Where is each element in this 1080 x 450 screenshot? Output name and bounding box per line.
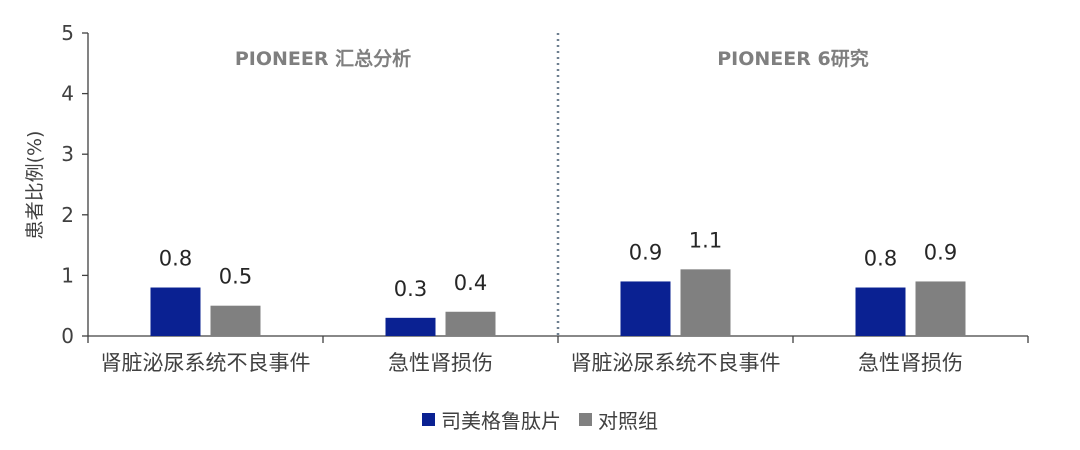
data-label: 1.1 xyxy=(689,228,722,252)
bar-series-1 xyxy=(150,287,201,336)
bar-series-1 xyxy=(855,287,906,336)
category-label: 急性肾损伤 xyxy=(858,351,963,375)
data-label: 0.4 xyxy=(454,271,487,295)
data-label: 0.8 xyxy=(864,247,897,271)
y-tick-label: 2 xyxy=(61,203,74,227)
data-label: 0.3 xyxy=(394,277,427,301)
data-label: 0.9 xyxy=(924,240,957,264)
bar-series-2 xyxy=(210,305,261,336)
data-label: 0.5 xyxy=(219,265,252,289)
legend-swatch-series-2 xyxy=(579,413,592,426)
category-label: 肾脏泌尿系统不良事件 xyxy=(571,351,781,375)
y-axis-label: 患者比例(%) xyxy=(24,131,46,240)
panel-title: PIONEER 汇总分析 xyxy=(235,47,411,70)
legend: 司美格鲁肽片 对照组 xyxy=(0,405,1080,434)
bar-series-1 xyxy=(385,317,436,336)
bar-series-1 xyxy=(620,281,671,336)
category-label: 肾脏泌尿系统不良事件 xyxy=(101,351,311,375)
category-label: 急性肾损伤 xyxy=(388,351,493,375)
chart: 0 1 2 3 4 5 患者比例(%) 肾脏泌尿系统不良事件 急性肾损伤 肾脏泌尿系统不良事件 急性… xyxy=(24,21,1029,375)
legend-item-series-1: 司美格鲁肽片 xyxy=(422,405,561,434)
legend-label-series-2: 对照组 xyxy=(598,409,658,433)
bar-series-2 xyxy=(445,311,496,336)
panel-title: PIONEER 6研究 xyxy=(717,47,868,70)
data-label: 0.9 xyxy=(629,240,662,264)
y-tick-label: 0 xyxy=(61,324,74,348)
y-tick-label: 5 xyxy=(61,21,74,45)
legend-swatch-series-1 xyxy=(422,413,435,426)
data-label: 0.8 xyxy=(159,247,192,271)
legend-label-series-1: 司美格鲁肽片 xyxy=(441,409,561,433)
y-tick-label: 1 xyxy=(61,263,74,287)
bar-series-2 xyxy=(915,281,966,336)
y-tick-label: 4 xyxy=(61,82,74,106)
legend-item-series-2: 对照组 xyxy=(579,405,658,434)
bar-series-2 xyxy=(680,269,731,336)
y-tick-label: 3 xyxy=(61,142,74,166)
